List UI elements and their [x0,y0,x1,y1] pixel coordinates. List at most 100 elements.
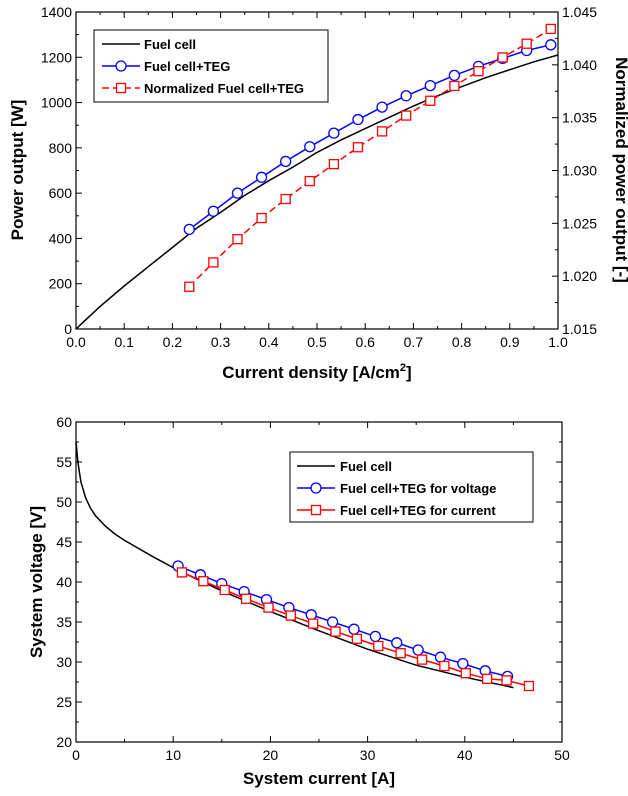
data-point-square [521,38,532,49]
data-point-square [482,673,493,684]
legend-label-fuel-cell: Fuel cell [144,37,196,52]
data-point-square [304,175,315,187]
x-tick-label: 0.2 [163,334,183,350]
data-point-circle [400,90,412,102]
data-point-square [263,602,274,613]
y-axis-title: System voltage [V] [27,506,46,658]
data-point-square [473,66,484,77]
y-axis-ticks: 0 200 400 600 800 1000 1200 1400 [41,4,82,337]
x-tick-label: 0.1 [114,334,134,350]
y-tick-label: 1200 [41,49,72,65]
legend-label-teg-voltage: Fuel cell+TEG for voltage [340,481,496,496]
x-axis-title: System current [A] [243,769,395,788]
data-point-circle [369,630,382,643]
data-point-circle [545,39,557,51]
x-tick-label: 0.3 [211,334,231,350]
y2-tick-label: 1.020 [562,268,597,284]
y2-axis-title: Normalized power output [-] [612,57,628,283]
series-layer [75,441,535,692]
data-point-square [416,654,428,665]
y-tick-label: 0 [64,321,72,337]
legend-label-fuel-cell-teg: Fuel cell+TEG [144,59,230,74]
data-point-square [395,648,406,659]
data-point-square [425,95,436,106]
x-axis-ticks: 0.0 0.1 0.2 0.3 0.4 0.5 0.6 0.7 0.8 0.9 1.0 [66,12,568,350]
x-tick-label: 10 [165,747,181,763]
data-point-circle [457,657,469,670]
data-point-square [497,52,508,63]
data-point-square [184,281,195,292]
y-tick-label: 400 [49,230,73,246]
x-tick-label: 40 [457,747,473,763]
y-tick-label: 30 [56,654,72,670]
data-point-square [232,234,243,245]
x-tick-label: 0.8 [452,334,472,350]
y-tick-label: 1000 [41,95,72,111]
legend-label-fuel-cell: Fuel cell [340,459,392,474]
data-point-square [198,576,209,587]
data-point-square [523,680,535,692]
legend-marker-circle [310,482,322,494]
data-point-circle [328,127,340,139]
x-tick-label: 0.0 [66,334,86,350]
y-tick-label: 55 [56,454,72,470]
data-point-circle [326,616,339,628]
y-tick-label: 45 [56,534,72,550]
series-line-normalized-fuel-cell-teg [188,28,552,288]
data-point-circle [231,187,244,199]
x-tick-label: 1.0 [548,334,568,350]
data-point-square [176,567,188,578]
x-tick-label: 20 [263,747,279,763]
data-point-circle [376,101,388,113]
y2-tick-label: 1.045 [562,4,597,20]
y-tick-label: 60 [56,414,72,430]
x-tick-label: 0.7 [404,334,424,350]
system-voltage-chart: 0 10 20 30 40 50 20 25 30 35 40 45 50 55 60 System cu… [27,414,570,788]
legend: Fuel cell Fuel cell+TEG for voltage Fuel… [289,451,534,523]
y-axis-ticks: 20 25 30 35 40 45 50 55 60 [56,414,562,750]
data-point-square [352,142,364,153]
data-point-square [460,668,471,679]
data-point-circle [434,651,447,663]
data-point-square [545,23,556,35]
data-point-square [280,193,291,205]
data-point-circle [304,141,316,153]
y2-tick-label: 1.015 [562,321,597,337]
data-point-square [208,257,219,268]
series-line-fuel-cell [75,441,514,689]
x-tick-label: 0.9 [500,334,520,350]
x-axis-title: Current density [A/cm2] [222,362,411,382]
y-tick-label: 25 [56,694,72,710]
data-point-circle [207,205,220,217]
data-point-square [373,640,384,652]
x-tick-label: 0 [72,747,80,763]
legend-label-teg-current: Fuel cell+TEG for current [340,503,496,518]
y-tick-label: 20 [56,734,72,750]
y-axis-title: Power output [W] [8,100,27,241]
data-point-circle [412,644,424,656]
y2-tick-label: 1.035 [562,110,597,126]
data-point-square [376,126,388,137]
y-tick-label: 600 [49,185,73,201]
data-point-circle [348,623,360,635]
x-tick-label: 0.5 [307,334,327,350]
legend-label-normalized: Normalized Fuel cell+TEG [144,81,304,96]
data-point-square [219,584,230,596]
y-tick-label: 1400 [41,4,72,20]
x-tick-label: 0.4 [259,334,279,350]
data-point-circle [305,609,317,621]
series-layer [75,23,559,330]
data-point-square [240,593,252,604]
data-point-square [439,660,450,672]
y2-tick-label: 1.025 [562,215,597,231]
y-tick-label: 800 [49,140,73,156]
series-line-fuel-cell [75,54,559,330]
data-point-circle [280,155,292,168]
x-tick-label: 0.6 [355,334,375,350]
y-tick-label: 40 [56,574,72,590]
data-point-square [501,675,512,686]
legend-marker-square [115,82,127,94]
y-tick-label: 200 [49,276,73,292]
data-point-square [330,626,341,637]
